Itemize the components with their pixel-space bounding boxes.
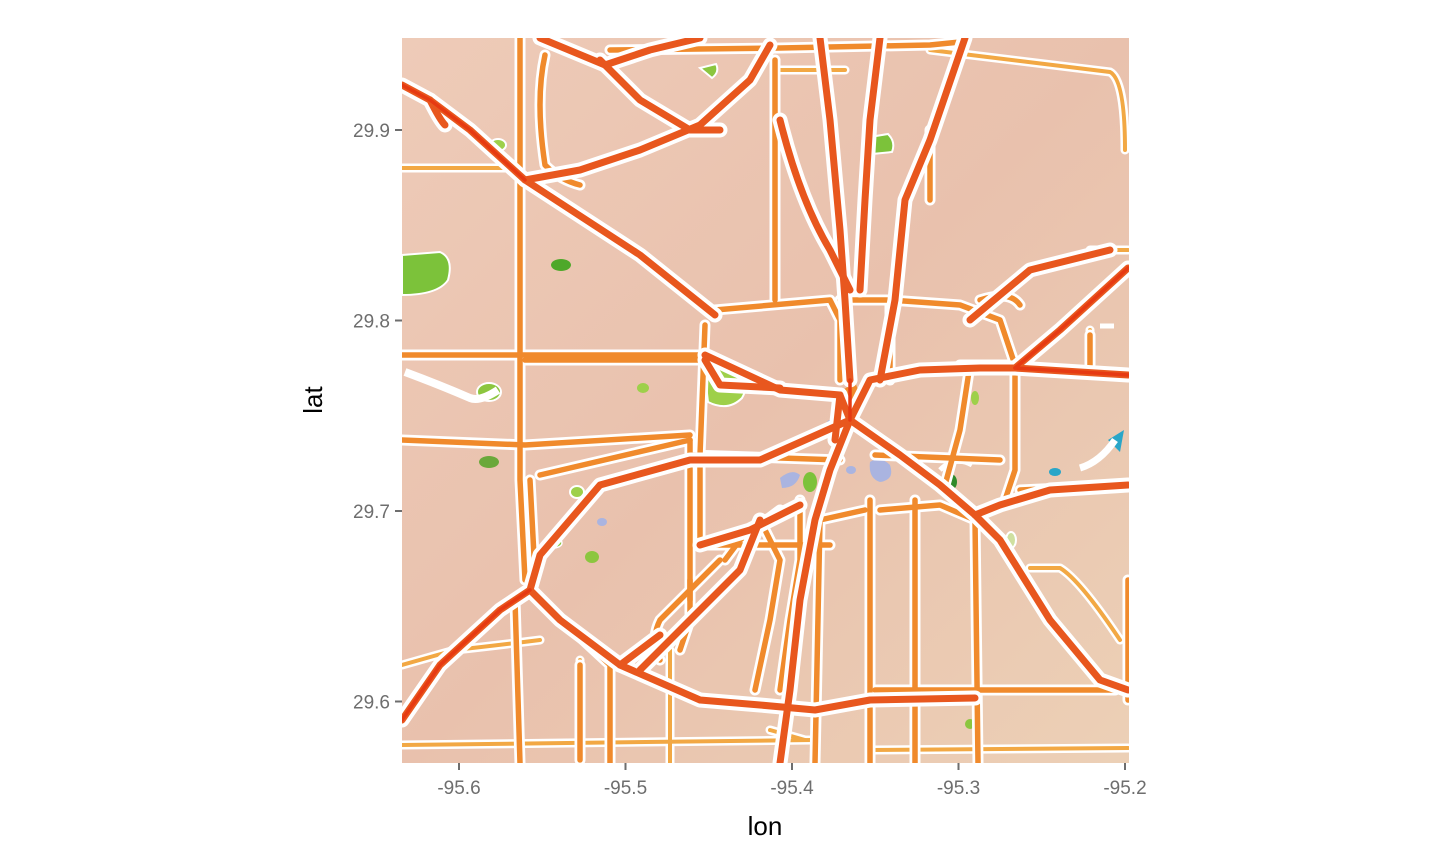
y-tick-label: 29.6 xyxy=(353,693,390,714)
park-area xyxy=(585,551,599,563)
water-area xyxy=(846,466,856,474)
water-area xyxy=(780,472,800,488)
park-area xyxy=(551,259,571,271)
park-area xyxy=(971,391,979,405)
x-tick-label: -95.3 xyxy=(937,778,980,799)
freeway-core xyxy=(402,83,1129,722)
park-area xyxy=(479,456,499,468)
y-axis-title: lat xyxy=(298,385,328,413)
map-tiles xyxy=(402,38,1129,763)
y-axis: 29.9 29.8 29.7 29.6 xyxy=(353,121,402,714)
park-area xyxy=(697,62,719,80)
x-tick-label: -95.2 xyxy=(1103,778,1146,799)
x-tick-label: -95.4 xyxy=(770,778,814,799)
water-area xyxy=(597,518,607,526)
water-area xyxy=(1049,468,1061,476)
y-tick-label: 29.9 xyxy=(353,121,390,142)
y-tick-label: 29.7 xyxy=(353,502,390,523)
x-tick-label: -95.5 xyxy=(604,778,647,799)
bayou-channel xyxy=(403,368,501,403)
y-tick-label: 29.8 xyxy=(353,312,390,333)
park-area xyxy=(803,472,817,492)
water-area xyxy=(869,459,892,482)
x-axis-title: lon xyxy=(748,811,783,841)
park-area xyxy=(637,383,649,393)
bayou-channel xyxy=(1078,437,1118,472)
x-axis: -95.6 -95.5 -95.4 -95.3 -95.2 xyxy=(437,763,1147,799)
park-area xyxy=(569,485,585,499)
park-area xyxy=(402,250,451,297)
x-tick-label: -95.6 xyxy=(437,778,480,799)
